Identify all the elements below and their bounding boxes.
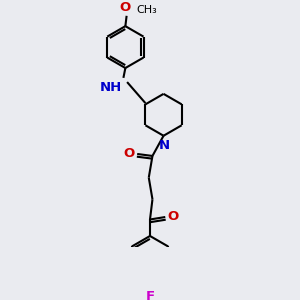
Text: F: F <box>146 290 154 300</box>
Text: N: N <box>158 139 169 152</box>
Text: O: O <box>124 147 135 160</box>
Text: CH₃: CH₃ <box>136 5 157 15</box>
Text: NH: NH <box>100 81 122 94</box>
Text: O: O <box>168 210 179 223</box>
Text: O: O <box>119 1 130 14</box>
